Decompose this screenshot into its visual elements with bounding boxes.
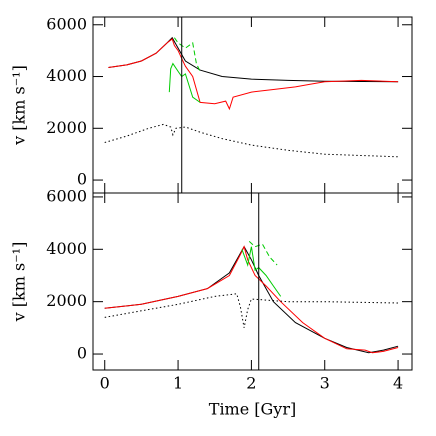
y-tick-label: 2000 <box>46 118 87 137</box>
y-tick-label: 2000 <box>46 291 87 310</box>
series-line <box>248 241 278 266</box>
x-tick-label: 2 <box>246 374 256 393</box>
x-tick-label: 4 <box>393 374 403 393</box>
series-line <box>241 246 282 297</box>
plot-frame <box>92 16 413 194</box>
y-tick-label: 4000 <box>46 239 87 258</box>
y-axis-label: v [km s⁻¹] <box>10 242 29 323</box>
x-tick-label: 3 <box>320 374 330 393</box>
series-line <box>104 123 399 158</box>
series-line <box>104 293 399 328</box>
series-line <box>104 245 399 354</box>
x-tick-label: 0 <box>100 374 110 393</box>
series-line <box>104 245 399 354</box>
y-tick-label: 0 <box>77 170 87 189</box>
x-tick-label: 1 <box>173 374 183 393</box>
series-line <box>173 37 201 72</box>
y-tick-label: 6000 <box>46 186 87 205</box>
x-axis-label: Time [Gyr] <box>209 400 296 419</box>
plot-frame <box>92 192 413 371</box>
series-line <box>108 38 399 111</box>
y-tick-label: 4000 <box>46 66 87 85</box>
y-tick-label: 6000 <box>46 14 87 33</box>
series-line <box>108 36 399 83</box>
y-tick-label: 0 <box>77 344 87 363</box>
series-line <box>168 62 201 103</box>
y-axis-label: v [km s⁻¹] <box>10 65 29 146</box>
